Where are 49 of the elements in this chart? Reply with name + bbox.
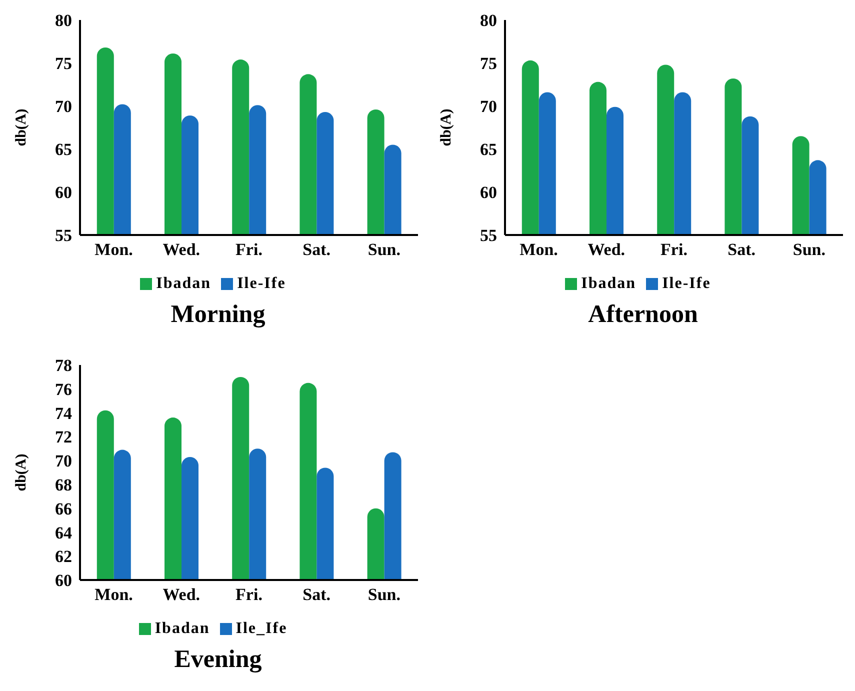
- y-tick-label: 64: [55, 523, 72, 542]
- legend-label: Ile-Ife: [662, 275, 711, 292]
- legend-label: Ile_Ife: [236, 620, 288, 637]
- y-tick-label: 66: [55, 499, 72, 518]
- y-tick-label: 76: [55, 380, 72, 399]
- y-tick-label: 80: [55, 11, 72, 30]
- legend-label: Ibadan: [156, 275, 212, 292]
- x-tick-label: Wed.: [588, 240, 626, 260]
- y-tick-label: 60: [55, 571, 72, 590]
- y-tick-label: 74: [55, 404, 72, 423]
- x-tick-label: Sat.: [302, 240, 331, 260]
- y-tick-label: 65: [480, 140, 497, 160]
- y-tick-label: 80: [480, 11, 497, 30]
- x-tick-label: Mon.: [94, 240, 133, 260]
- x-tick-label: Sun.: [368, 585, 401, 604]
- y-tick-label: 55: [55, 226, 72, 246]
- y-tick-label: 55: [480, 226, 497, 246]
- legend-label: Ibadan: [581, 275, 636, 292]
- y-tick-label: 62: [55, 547, 72, 566]
- x-tick-label: Sat.: [302, 585, 331, 604]
- x-tick-label: Fri.: [660, 240, 688, 260]
- x-tick-label: Wed.: [162, 585, 200, 604]
- x-tick-label: Mon.: [94, 585, 133, 604]
- y-tick-label: 65: [55, 140, 72, 160]
- y-axis-title: db(A): [13, 454, 30, 492]
- y-axis-title: db(A): [13, 108, 30, 146]
- y-tick-label: 75: [480, 54, 497, 74]
- y-tick-label: 60: [480, 183, 497, 202]
- x-tick-label: Wed.: [162, 240, 200, 260]
- text: Evening: [173, 646, 263, 674]
- y-tick-label: 70: [55, 452, 72, 471]
- x-tick-label: Mon.: [520, 240, 558, 260]
- y-tick-label: 70: [55, 97, 72, 116]
- y-axis-title: db(A): [438, 108, 454, 146]
- y-tick-label: 78: [55, 356, 72, 376]
- y-tick-label: 68: [55, 475, 72, 494]
- y-tick-label: 60: [55, 183, 72, 202]
- x-tick-label: Sat.: [728, 240, 756, 260]
- text: Morning: [170, 301, 266, 329]
- x-tick-label: Sun.: [368, 240, 401, 260]
- y-tick-label: 75: [55, 54, 72, 74]
- y-tick-label: 72: [55, 428, 72, 447]
- x-tick-label: Fri.: [236, 585, 262, 604]
- legend-label: Ibadan: [154, 620, 210, 637]
- text: Afternoon: [587, 301, 699, 329]
- y-tick-label: 70: [480, 97, 497, 116]
- x-tick-label: Fri.: [236, 240, 262, 260]
- legend-label: Ile-Ife: [237, 275, 286, 292]
- x-tick-label: Sun.: [792, 240, 826, 260]
